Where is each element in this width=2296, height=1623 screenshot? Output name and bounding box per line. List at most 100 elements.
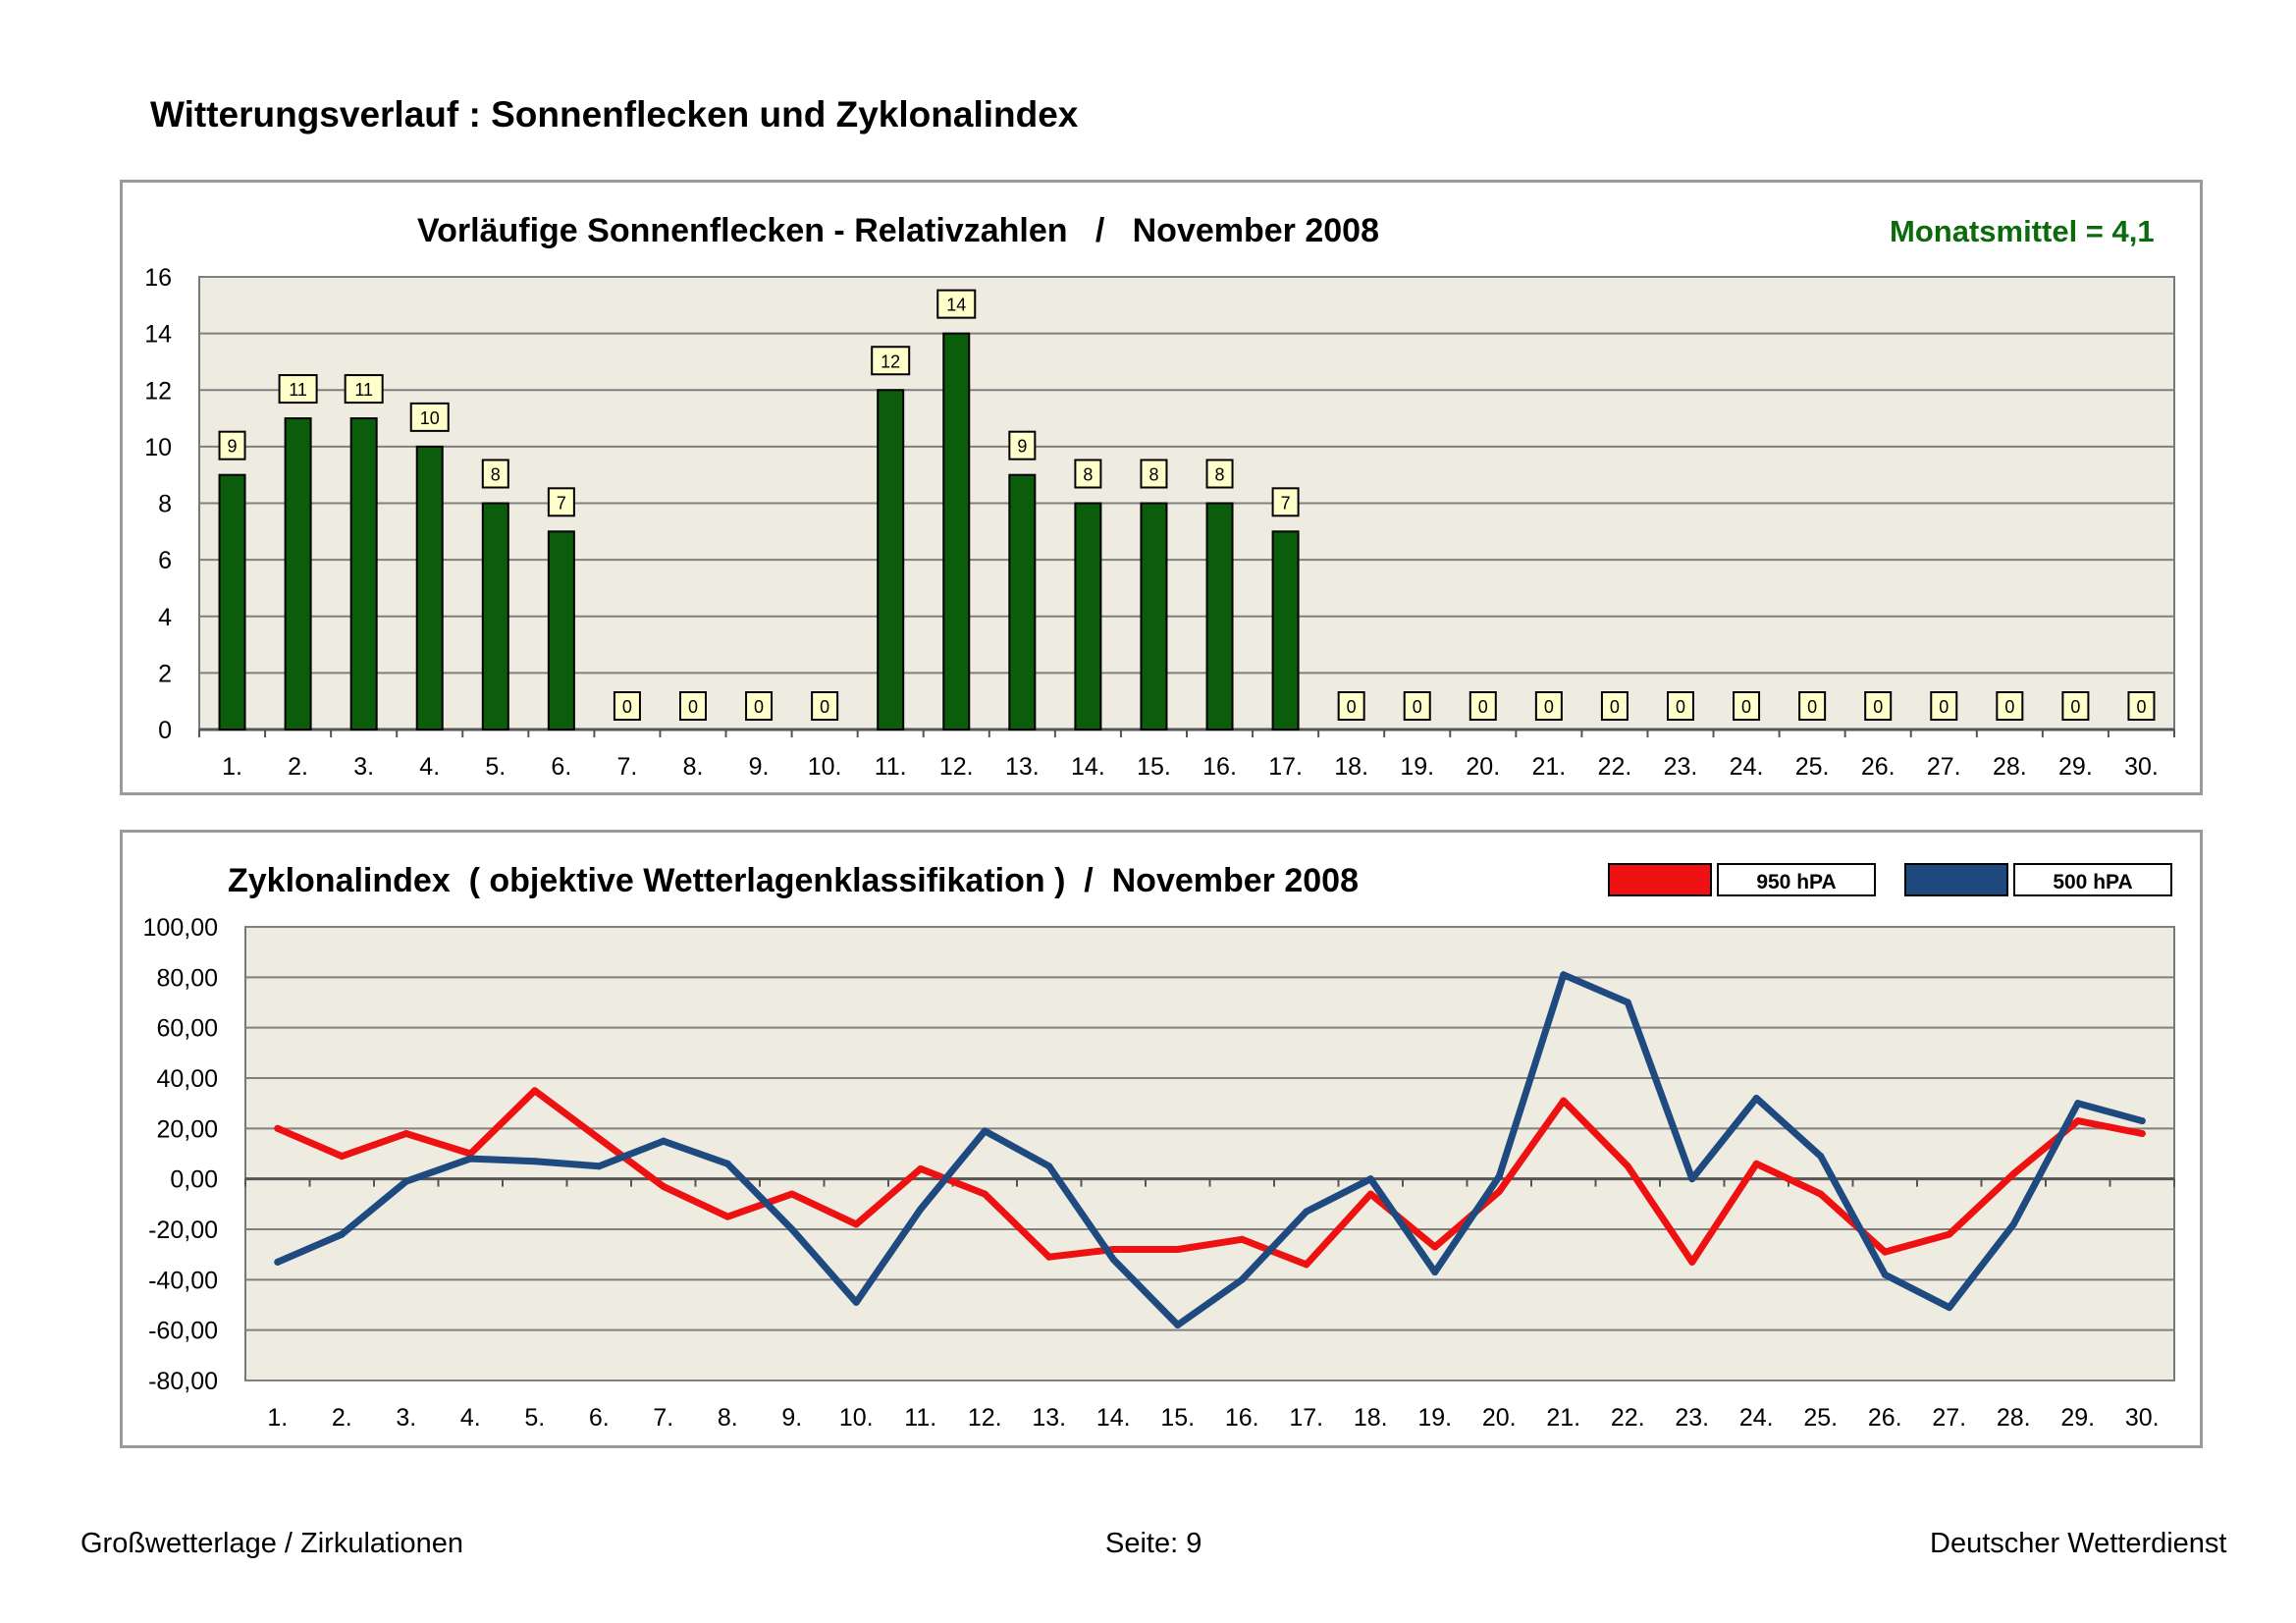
plot-area <box>244 926 2175 1381</box>
x-tick-label: 10. <box>808 753 842 781</box>
data-label-box <box>1534 691 1563 721</box>
bar <box>1205 502 1234 730</box>
data-point <box>852 1298 860 1306</box>
x-tick-label: 29. <box>2058 753 2093 781</box>
data-point <box>338 1230 346 1238</box>
x-tick-label: 18. <box>1334 753 1368 781</box>
x-tick-label: 27. <box>1932 1404 1966 1432</box>
data-label: 0 <box>622 697 632 717</box>
data-point <box>723 1160 731 1167</box>
cyclonal-index-chart: Zyklonalindex ( objektive Wetterlagenkla… <box>143 862 2175 1432</box>
data-label-box <box>481 459 509 489</box>
data-point <box>1946 1230 1953 1238</box>
data-point <box>788 1225 796 1233</box>
x-tick-label: 25. <box>1803 1404 1838 1432</box>
legend-swatch-500 <box>1904 863 2008 896</box>
data-label-box <box>1733 691 1761 721</box>
data-point <box>1109 1256 1117 1264</box>
data-point <box>1366 1175 1374 1183</box>
x-tick-label: 13. <box>1005 753 1040 781</box>
x-tick-label: 30. <box>2124 753 2159 781</box>
x-tick-label: 15. <box>1160 1404 1195 1432</box>
footer-page-number: Seite: 9 <box>1105 1528 1202 1559</box>
data-point <box>1431 1243 1439 1251</box>
x-tick-label: 17. <box>1268 753 1303 781</box>
data-label-box <box>613 691 641 721</box>
x-tick-label: 5. <box>485 753 506 781</box>
y-tick-label: 100,00 <box>143 914 218 942</box>
x-tick-label: 6. <box>589 1404 610 1432</box>
data-point <box>660 1182 667 1190</box>
data-point <box>1431 1269 1439 1276</box>
x-tick-label: 6. <box>551 753 571 781</box>
cyclonal-index-chart-title: Zyklonalindex ( objektive Wetterlagenkla… <box>228 862 1359 899</box>
data-point <box>595 1135 603 1143</box>
data-point <box>1303 1261 1310 1269</box>
data-point <box>1303 1208 1310 1216</box>
x-tick-label: 4. <box>460 1404 481 1432</box>
data-label: 8 <box>1215 465 1225 485</box>
x-tick-label: 1. <box>267 1404 288 1432</box>
data-point <box>402 1177 410 1185</box>
footer-publisher: Deutscher Wetterdienst <box>1930 1528 2227 1559</box>
data-label: 0 <box>688 697 698 717</box>
data-label: 7 <box>557 493 566 513</box>
data-label: 7 <box>1281 493 1291 513</box>
y-tick-label: 10 <box>144 434 172 461</box>
bar <box>942 332 971 730</box>
data-label: 0 <box>1544 697 1554 717</box>
data-point <box>274 1124 282 1132</box>
x-tick-label: 16. <box>1225 1404 1259 1432</box>
data-label: 8 <box>491 465 501 485</box>
data-point <box>917 1164 925 1172</box>
data-point <box>1174 1246 1182 1254</box>
data-point <box>1045 1253 1053 1261</box>
data-label: 0 <box>754 697 764 717</box>
y-tick-label: -20,00 <box>148 1217 218 1244</box>
data-label: 0 <box>2070 697 2080 717</box>
x-tick-label: 26. <box>1861 753 1896 781</box>
y-tick-label: 4 <box>158 604 172 631</box>
x-tick-label: 5. <box>524 1404 545 1432</box>
data-label: 11 <box>289 380 307 400</box>
data-point <box>1752 1095 1760 1103</box>
x-tick-label: 2. <box>332 1404 352 1432</box>
data-point <box>338 1153 346 1161</box>
data-point <box>2138 1129 2146 1137</box>
x-tick-label: 21. <box>1546 1404 1580 1432</box>
legend-label-950: 950 hPA <box>1756 871 1836 893</box>
data-label: 8 <box>1148 465 1158 485</box>
x-tick-label: 25. <box>1795 753 1830 781</box>
data-point <box>595 1163 603 1170</box>
data-label-box <box>1008 430 1037 460</box>
x-tick-label: 18. <box>1354 1404 1388 1432</box>
y-tick-label: 6 <box>158 547 172 574</box>
x-tick-label: 22. <box>1598 753 1632 781</box>
data-label-box <box>1468 691 1497 721</box>
bar <box>1271 530 1300 730</box>
data-point <box>1238 1275 1246 1283</box>
x-tick-label: 14. <box>1071 753 1105 781</box>
data-label-box <box>1074 459 1102 489</box>
data-point <box>1624 999 1631 1006</box>
data-point <box>531 1158 539 1165</box>
legend-box-500 <box>2013 863 2172 896</box>
data-point <box>1045 1163 1053 1170</box>
data-point <box>788 1190 796 1198</box>
x-tick-label: 23. <box>1664 753 1698 781</box>
data-label-box <box>1600 691 1629 721</box>
data-point <box>1688 1258 1696 1266</box>
x-tick-label: 27. <box>1927 753 1961 781</box>
y-tick-label: 0 <box>158 717 172 744</box>
x-tick-label: 11. <box>875 753 907 781</box>
y-tick-label: 12 <box>144 377 172 405</box>
x-tick-label: 12. <box>968 1404 1002 1432</box>
x-tick-label: 7. <box>653 1404 673 1432</box>
monthly-mean-label: Monatsmittel = 4,1 <box>1890 214 2155 248</box>
y-tick-label: 2 <box>158 660 172 687</box>
x-tick-label: 9. <box>781 1404 802 1432</box>
x-tick-label: 11. <box>904 1404 936 1432</box>
data-point <box>1817 1153 1825 1161</box>
data-label-box <box>1930 691 1958 721</box>
data-label: 0 <box>2136 697 2146 717</box>
